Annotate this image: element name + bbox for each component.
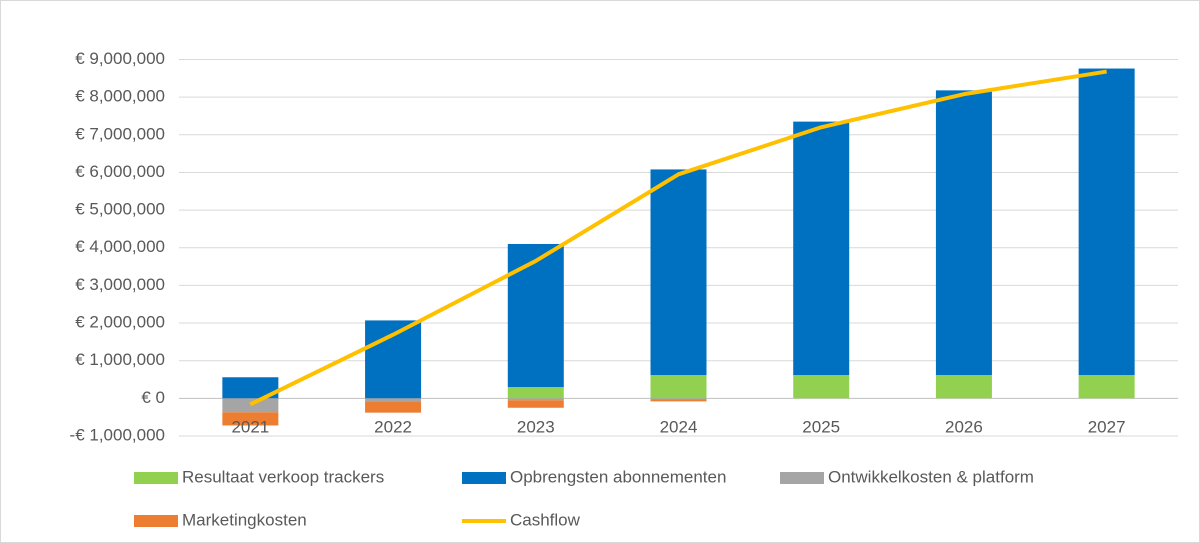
bar <box>365 320 422 399</box>
legend-label: Marketingkosten <box>182 510 307 529</box>
bar <box>650 375 707 399</box>
bar <box>1078 68 1135 376</box>
y-tick-label: € 1,000,000 <box>75 350 165 369</box>
line <box>249 69 1107 407</box>
bar <box>507 398 564 401</box>
bar <box>1078 375 1135 399</box>
bar <box>650 398 707 400</box>
y-tick-label: € 8,000,000 <box>75 87 165 106</box>
legend-swatch <box>462 472 506 484</box>
legend-label: Ontwikkelkosten & platform <box>828 467 1034 486</box>
bar <box>365 401 422 413</box>
legend-label: Cashflow <box>510 510 581 529</box>
bar <box>507 243 564 388</box>
y-tick-label: € 0 <box>141 388 165 407</box>
y-tick-label: € 4,000,000 <box>75 237 165 256</box>
y-tick-label: € 5,000,000 <box>75 200 165 219</box>
y-tick-label: € 6,000,000 <box>75 162 165 181</box>
legend-swatch <box>134 515 178 527</box>
legend-label: Opbrengsten abonnementen <box>510 467 726 486</box>
bar <box>793 375 850 399</box>
bar <box>507 387 564 399</box>
bar <box>935 375 992 399</box>
legend-label: Resultaat verkoop trackers <box>182 467 384 486</box>
bar <box>650 169 707 376</box>
legend-swatch <box>134 472 178 484</box>
y-tick-label: € 7,000,000 <box>75 124 165 143</box>
bar <box>222 412 279 426</box>
bar <box>650 399 707 402</box>
bar <box>507 400 564 408</box>
bar <box>365 398 422 402</box>
y-tick-label: € 2,000,000 <box>75 313 165 332</box>
bar <box>222 398 279 413</box>
x-tick-label: 2022 <box>374 417 412 436</box>
y-tick-label: -€ 1,000,000 <box>70 425 165 444</box>
x-tick-label: 2024 <box>660 417 698 436</box>
x-tick-label: 2021 <box>231 417 269 436</box>
x-tick-label: 2023 <box>517 417 555 436</box>
x-tick-label: 2025 <box>802 417 840 436</box>
legend-swatch <box>780 472 824 484</box>
x-tick-label: 2027 <box>1088 417 1126 436</box>
y-tick-label: € 9,000,000 <box>75 49 165 68</box>
x-tick-label: 2026 <box>945 417 983 436</box>
y-tick-label: € 3,000,000 <box>75 275 165 294</box>
bar <box>793 121 850 376</box>
bar <box>222 377 279 399</box>
bar <box>935 90 992 376</box>
